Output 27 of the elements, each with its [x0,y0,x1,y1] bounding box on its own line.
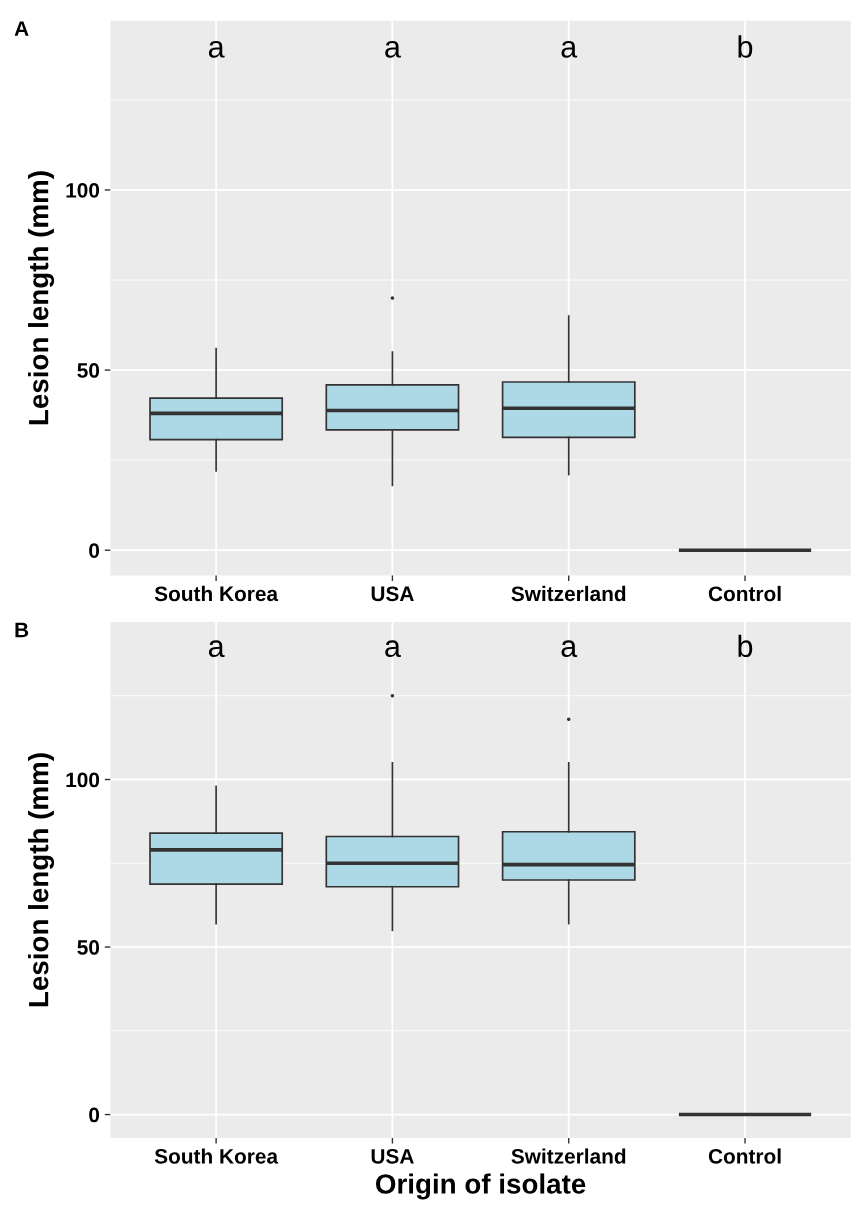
annotation: a [561,40,578,58]
y-tick-label: 100 [66,772,100,788]
chart-title: A [14,21,29,36]
x-tick-label: USA [371,586,414,602]
x-tick-label: Switzerland [511,585,626,602]
annotation: a [385,40,401,58]
x-tick-label: South Korea [154,585,279,602]
y-axis-title: Lesion length (mm) [28,171,55,425]
y-axis-title: Lesion length (mm) [28,753,55,1007]
y-tick-label: 0 [89,543,100,558]
x-tick-label: USA [371,1148,414,1164]
annotation: a [561,640,578,658]
y-tick-label: 0 [89,1107,100,1123]
annotation: a [208,640,225,658]
annotation: a [208,40,225,58]
chart-title: B [15,622,29,638]
y-tick-label: 50 [77,940,100,955]
annotation: b [738,634,753,658]
annotation: b [738,35,753,58]
x-tick-label: Switzerland [511,1148,626,1164]
y-tick-label: 50 [77,363,100,378]
x-tick-label: Control [708,585,781,602]
y-tick-label: 100 [66,182,100,198]
x-tick-label: South Korea [154,1148,279,1164]
annotation: a [385,640,401,658]
x-axis-title: Origin of isolate [375,1173,586,1200]
x-tick-label: Control [708,1148,781,1164]
